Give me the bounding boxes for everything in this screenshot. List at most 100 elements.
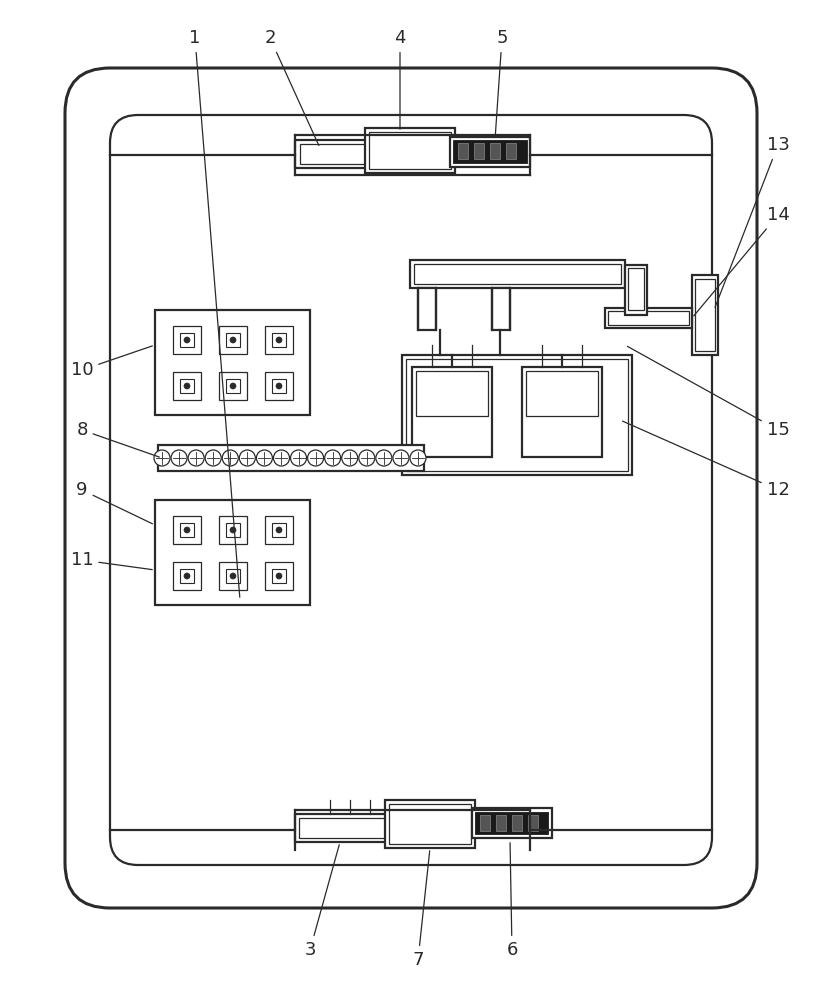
Circle shape <box>256 450 272 466</box>
Bar <box>692 275 718 355</box>
Bar <box>180 523 194 537</box>
Bar <box>173 372 201 400</box>
Circle shape <box>230 573 236 579</box>
Circle shape <box>184 573 190 579</box>
Bar <box>406 359 628 471</box>
Bar <box>385 800 475 848</box>
Bar <box>402 355 632 475</box>
Bar <box>295 140 405 168</box>
Circle shape <box>358 450 375 466</box>
Bar <box>173 562 201 590</box>
Circle shape <box>274 450 289 466</box>
Bar <box>412 367 492 457</box>
Bar <box>180 569 194 583</box>
Bar <box>226 523 240 537</box>
Bar <box>480 815 490 831</box>
Bar <box>272 379 286 393</box>
Circle shape <box>307 450 324 466</box>
Text: 10: 10 <box>71 346 152 379</box>
Bar <box>492 288 510 330</box>
Bar <box>450 137 530 167</box>
Bar <box>180 379 194 393</box>
Circle shape <box>230 337 236 343</box>
Circle shape <box>393 450 409 466</box>
Bar <box>272 333 286 347</box>
Bar <box>625 265 647 315</box>
Bar <box>605 308 692 328</box>
Bar <box>155 500 310 605</box>
Bar <box>506 143 516 159</box>
Circle shape <box>276 573 282 579</box>
Bar <box>526 371 598 416</box>
Bar <box>219 516 247 544</box>
Bar <box>475 812 548 834</box>
Text: 8: 8 <box>76 421 159 457</box>
Circle shape <box>276 527 282 533</box>
Bar <box>265 372 293 400</box>
Bar <box>490 143 500 159</box>
Bar <box>265 516 293 544</box>
Circle shape <box>276 383 282 389</box>
Circle shape <box>184 337 190 343</box>
Bar <box>628 268 644 310</box>
Bar <box>173 326 201 354</box>
Circle shape <box>222 450 238 466</box>
Bar <box>418 288 436 330</box>
Text: 6: 6 <box>506 843 518 959</box>
Bar <box>295 814 395 842</box>
Text: 12: 12 <box>622 421 789 499</box>
Text: 15: 15 <box>627 346 789 439</box>
Bar <box>458 143 468 159</box>
Bar <box>453 140 527 163</box>
Bar <box>219 326 247 354</box>
Bar <box>695 279 715 351</box>
Bar <box>410 260 625 288</box>
Bar <box>180 333 194 347</box>
FancyBboxPatch shape <box>65 68 757 908</box>
Circle shape <box>325 450 340 466</box>
Bar <box>226 569 240 583</box>
Bar <box>265 562 293 590</box>
Bar <box>265 326 293 354</box>
Circle shape <box>376 450 392 466</box>
Bar <box>226 379 240 393</box>
Bar <box>219 562 247 590</box>
Text: 9: 9 <box>76 481 153 524</box>
Bar <box>608 311 689 325</box>
Text: 4: 4 <box>395 29 406 129</box>
Bar <box>272 569 286 583</box>
Bar <box>369 132 451 169</box>
Circle shape <box>230 527 236 533</box>
Bar <box>226 333 240 347</box>
Text: 5: 5 <box>495 29 508 137</box>
Text: 2: 2 <box>264 29 319 145</box>
Bar <box>522 367 602 457</box>
Bar <box>472 808 552 838</box>
Bar <box>512 815 522 831</box>
Bar <box>528 815 538 831</box>
Bar <box>414 264 621 284</box>
Text: 7: 7 <box>413 851 430 969</box>
Text: 14: 14 <box>694 206 789 316</box>
Bar <box>272 523 286 537</box>
Circle shape <box>410 450 426 466</box>
Bar <box>300 144 400 164</box>
Circle shape <box>276 337 282 343</box>
Circle shape <box>184 527 190 533</box>
FancyBboxPatch shape <box>110 115 712 865</box>
Circle shape <box>206 450 221 466</box>
Circle shape <box>154 450 170 466</box>
Text: 1: 1 <box>189 29 240 597</box>
Circle shape <box>230 383 236 389</box>
Circle shape <box>342 450 358 466</box>
Bar <box>155 310 310 415</box>
Circle shape <box>188 450 204 466</box>
Circle shape <box>290 450 307 466</box>
Bar <box>158 445 424 471</box>
Bar <box>416 371 488 416</box>
Bar <box>496 815 506 831</box>
Bar <box>365 128 455 173</box>
Circle shape <box>184 383 190 389</box>
Bar <box>219 372 247 400</box>
Text: 3: 3 <box>304 845 339 959</box>
